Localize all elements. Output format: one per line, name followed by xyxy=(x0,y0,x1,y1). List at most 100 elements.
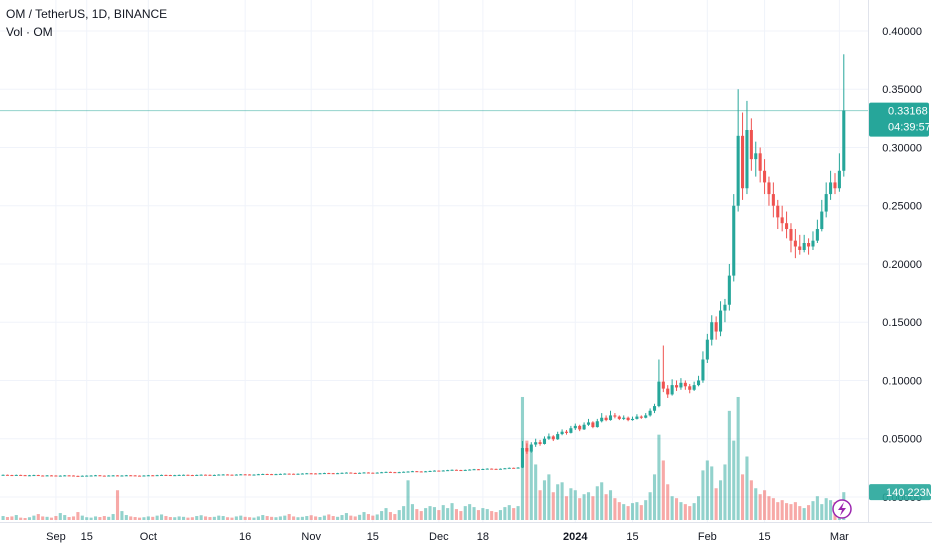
last-price-label: 0.33168 xyxy=(888,106,928,118)
volume-bar xyxy=(115,490,120,520)
candle-body xyxy=(318,473,322,475)
candle-body xyxy=(542,438,547,444)
candle-body xyxy=(586,422,591,425)
volume-bar xyxy=(736,396,740,520)
volume-bar xyxy=(98,517,102,520)
volume-bar xyxy=(639,505,643,520)
volume-bar xyxy=(243,516,247,520)
candle-body xyxy=(534,442,538,445)
volume-bar xyxy=(380,511,384,520)
candle-body xyxy=(732,205,736,276)
candle-body xyxy=(283,473,287,475)
candle-body xyxy=(815,229,819,241)
candle-body xyxy=(142,475,146,477)
y-tick-label: 0.10000 xyxy=(882,375,922,387)
candle-body xyxy=(432,470,436,472)
candle-body xyxy=(617,416,621,419)
volume-bar xyxy=(534,464,538,520)
candle-body xyxy=(19,474,23,476)
volume-bar xyxy=(763,490,767,520)
volume-bar xyxy=(512,508,516,520)
x-tick-label: 16 xyxy=(239,531,251,543)
volume-bar xyxy=(296,517,300,520)
volume-bar xyxy=(287,514,291,520)
candle-body xyxy=(661,381,665,389)
candle-body xyxy=(741,135,745,189)
volume-bar xyxy=(463,506,467,520)
volume-bar xyxy=(388,512,392,520)
candle-body xyxy=(547,436,551,439)
candle-body xyxy=(719,310,723,332)
candle-body xyxy=(573,425,577,429)
volume-bar xyxy=(331,516,335,520)
volume-bar xyxy=(406,480,410,520)
candle-body xyxy=(226,474,230,476)
candle-body xyxy=(305,473,309,475)
candle-body xyxy=(591,422,595,428)
volume-bar xyxy=(353,516,357,520)
candle-body xyxy=(551,436,555,440)
candle-body xyxy=(560,431,564,435)
volume-legend[interactable]: Vol · OM xyxy=(6,25,53,39)
candle-body xyxy=(45,475,49,477)
volume-bar xyxy=(265,516,269,520)
candle-body xyxy=(49,475,54,477)
chart-title[interactable]: OM / TetherUS, 1D, BINANCE xyxy=(6,7,167,21)
volume-bar xyxy=(586,492,591,520)
candle-body xyxy=(340,472,344,474)
candle-body xyxy=(516,467,520,469)
volume-bar xyxy=(340,515,344,520)
candle-body xyxy=(622,417,626,419)
candle-body xyxy=(824,194,828,212)
alert-icon[interactable] xyxy=(832,499,852,519)
volume-bar xyxy=(195,516,199,520)
volume-bar xyxy=(719,480,723,520)
candle-body xyxy=(115,475,120,477)
x-tick-label: 15 xyxy=(758,531,770,543)
volume-bar xyxy=(164,516,168,520)
candle-body xyxy=(745,130,749,189)
volume-bar xyxy=(516,506,520,520)
candle-body xyxy=(239,474,243,476)
volume-label: 140.223M xyxy=(886,487,932,499)
candle-body xyxy=(371,472,375,474)
volume-bar xyxy=(173,517,177,520)
candle-body xyxy=(107,475,111,477)
candle-body xyxy=(375,472,379,474)
volume-bar xyxy=(102,516,106,520)
candle-body xyxy=(314,473,318,475)
volume-bar xyxy=(349,515,353,520)
candle-body xyxy=(344,472,348,474)
volume-bar xyxy=(454,509,458,520)
volume-bar xyxy=(93,516,98,520)
candle-body xyxy=(349,472,353,474)
candle-body xyxy=(472,469,476,471)
volume-bar xyxy=(710,466,714,520)
y-tick-label: 0.20000 xyxy=(882,259,922,271)
candle-body xyxy=(41,475,45,477)
volume-bar xyxy=(494,512,498,520)
candle-body xyxy=(758,153,762,171)
volume-bar xyxy=(107,516,111,520)
candle-body xyxy=(771,194,775,206)
candle-body xyxy=(151,475,155,477)
volume-bar xyxy=(608,490,613,520)
candle-body xyxy=(410,471,414,473)
volume-bar xyxy=(564,496,569,520)
volume-bar xyxy=(604,494,608,520)
volume-bar xyxy=(569,488,573,520)
candle-body xyxy=(437,470,441,472)
volume-bar xyxy=(754,488,758,520)
candle-body xyxy=(701,359,705,381)
grid xyxy=(0,0,868,522)
candle-body xyxy=(490,468,494,470)
volume-bar xyxy=(27,517,32,520)
volume-pane xyxy=(1,396,846,520)
volume-bar xyxy=(19,517,23,520)
candle-body xyxy=(807,243,811,247)
volume-bar xyxy=(137,517,142,520)
countdown: 04:39:57 xyxy=(888,122,931,134)
candle-body xyxy=(292,473,296,475)
candle-body xyxy=(146,475,150,477)
volume-bar xyxy=(146,516,150,520)
